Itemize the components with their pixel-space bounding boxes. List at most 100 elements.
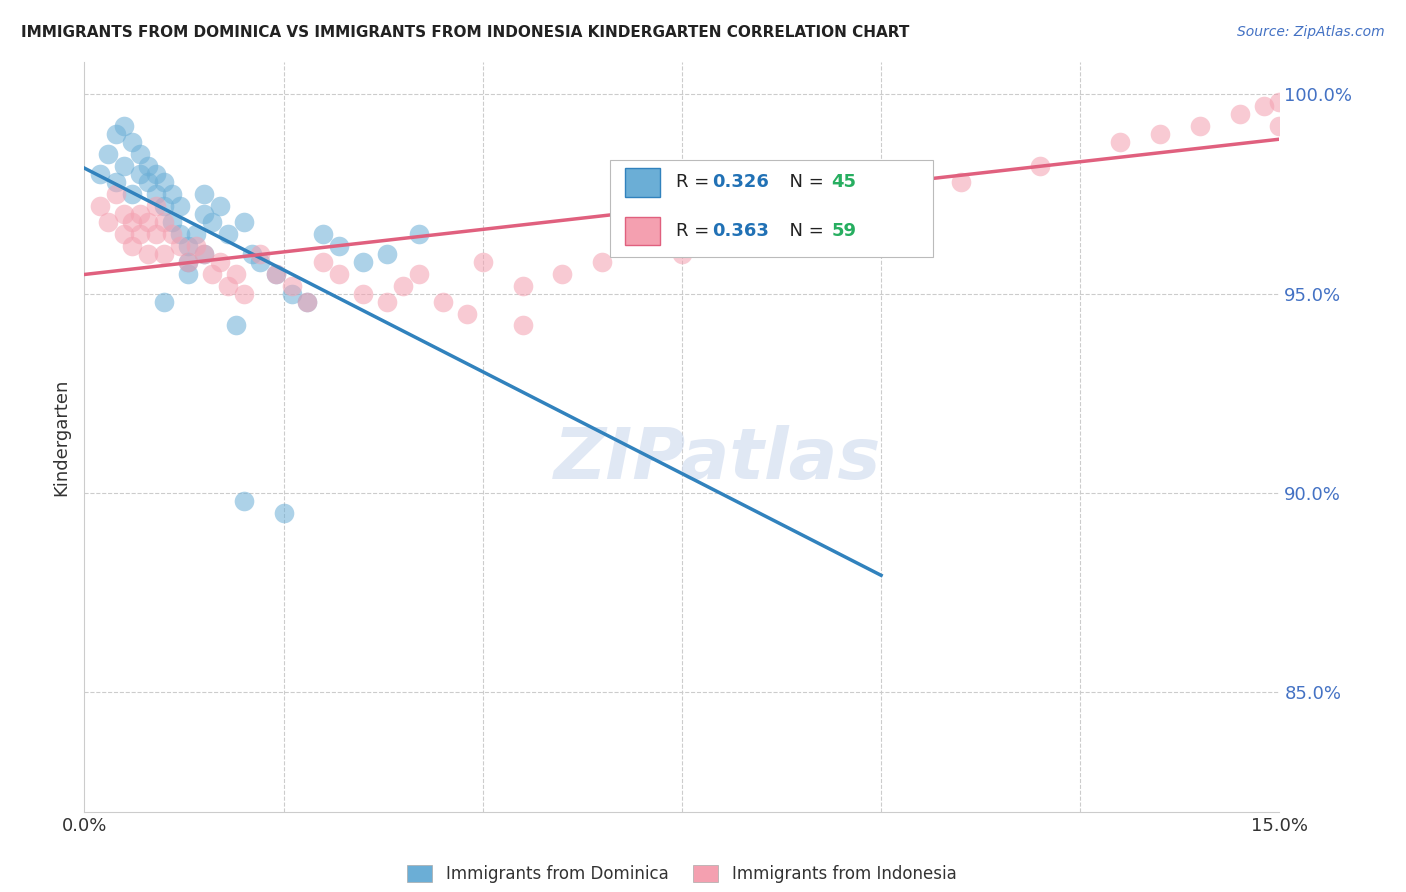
Point bbox=[112, 159, 135, 173]
FancyBboxPatch shape bbox=[610, 160, 934, 257]
Point bbox=[1284, 87, 1306, 102]
Point bbox=[232, 493, 254, 508]
Point bbox=[184, 227, 207, 241]
Point bbox=[432, 294, 454, 309]
Point bbox=[240, 246, 263, 260]
Point bbox=[328, 267, 350, 281]
Point bbox=[136, 159, 159, 173]
Point bbox=[129, 207, 152, 221]
Text: 45: 45 bbox=[831, 173, 856, 191]
Point bbox=[129, 227, 152, 241]
Point bbox=[217, 227, 239, 241]
Point bbox=[201, 267, 224, 281]
Point bbox=[208, 254, 231, 268]
Point bbox=[1229, 107, 1251, 121]
Point bbox=[710, 215, 733, 229]
Point bbox=[1029, 159, 1052, 173]
Point bbox=[208, 199, 231, 213]
Point bbox=[249, 246, 271, 260]
Point bbox=[105, 127, 128, 141]
Point bbox=[105, 186, 128, 201]
Point bbox=[112, 227, 135, 241]
Point bbox=[312, 254, 335, 268]
Point bbox=[153, 294, 176, 309]
Point bbox=[870, 186, 893, 201]
Text: ZIPatlas: ZIPatlas bbox=[554, 425, 882, 494]
Point bbox=[121, 215, 143, 229]
Point bbox=[89, 167, 111, 181]
Point bbox=[145, 167, 167, 181]
Point bbox=[169, 227, 191, 241]
Point bbox=[160, 215, 183, 229]
Point bbox=[177, 254, 200, 268]
Point bbox=[105, 175, 128, 189]
Legend: Immigrants from Dominica, Immigrants from Indonesia: Immigrants from Dominica, Immigrants fro… bbox=[401, 858, 963, 889]
Point bbox=[297, 294, 319, 309]
Point bbox=[136, 246, 159, 260]
Point bbox=[121, 239, 143, 253]
Point bbox=[145, 186, 167, 201]
Point bbox=[408, 227, 430, 241]
Point bbox=[471, 254, 494, 268]
Point bbox=[264, 267, 287, 281]
Point bbox=[136, 215, 159, 229]
Text: R =: R = bbox=[676, 222, 714, 240]
Point bbox=[129, 147, 152, 161]
Point bbox=[551, 267, 574, 281]
Y-axis label: Kindergarten: Kindergarten bbox=[52, 378, 70, 496]
Point bbox=[193, 246, 215, 260]
Text: 59: 59 bbox=[831, 222, 856, 240]
Point bbox=[112, 119, 135, 133]
Point bbox=[169, 199, 191, 213]
Point bbox=[121, 186, 143, 201]
Text: IMMIGRANTS FROM DOMINICA VS IMMIGRANTS FROM INDONESIA KINDERGARTEN CORRELATION C: IMMIGRANTS FROM DOMINICA VS IMMIGRANTS F… bbox=[21, 25, 910, 40]
Point bbox=[1308, 91, 1330, 105]
Text: R =: R = bbox=[676, 173, 714, 191]
Point bbox=[392, 278, 415, 293]
Point bbox=[89, 199, 111, 213]
Point bbox=[232, 215, 254, 229]
Point bbox=[160, 227, 183, 241]
Point bbox=[949, 175, 972, 189]
Point bbox=[375, 246, 398, 260]
Point bbox=[1268, 95, 1291, 110]
Point bbox=[184, 239, 207, 253]
Point bbox=[790, 207, 813, 221]
Point bbox=[375, 294, 398, 309]
Point bbox=[177, 267, 200, 281]
Bar bbox=[624, 168, 661, 196]
Point bbox=[264, 267, 287, 281]
Point bbox=[193, 246, 215, 260]
Point bbox=[225, 267, 247, 281]
Point bbox=[193, 186, 215, 201]
Point bbox=[591, 254, 613, 268]
Point bbox=[129, 167, 152, 181]
Point bbox=[153, 246, 176, 260]
Point bbox=[112, 207, 135, 221]
Point bbox=[352, 254, 374, 268]
Point bbox=[136, 175, 159, 189]
Point bbox=[232, 286, 254, 301]
Point bbox=[1149, 127, 1171, 141]
Text: N =: N = bbox=[778, 173, 830, 191]
Point bbox=[1268, 119, 1291, 133]
Point bbox=[631, 227, 654, 241]
Text: 0.326: 0.326 bbox=[711, 173, 769, 191]
Point bbox=[1109, 135, 1132, 149]
Point bbox=[177, 254, 200, 268]
Point bbox=[217, 278, 239, 293]
Point bbox=[280, 278, 302, 293]
Point bbox=[352, 286, 374, 301]
Point bbox=[1253, 99, 1275, 113]
Point bbox=[145, 227, 167, 241]
Point bbox=[312, 227, 335, 241]
Point bbox=[456, 306, 478, 320]
Point bbox=[512, 318, 534, 333]
Text: N =: N = bbox=[778, 222, 830, 240]
Point bbox=[201, 215, 224, 229]
Text: Source: ZipAtlas.com: Source: ZipAtlas.com bbox=[1237, 25, 1385, 39]
Point bbox=[512, 278, 534, 293]
Point bbox=[225, 318, 247, 333]
Text: 0.363: 0.363 bbox=[711, 222, 769, 240]
Point bbox=[153, 215, 176, 229]
